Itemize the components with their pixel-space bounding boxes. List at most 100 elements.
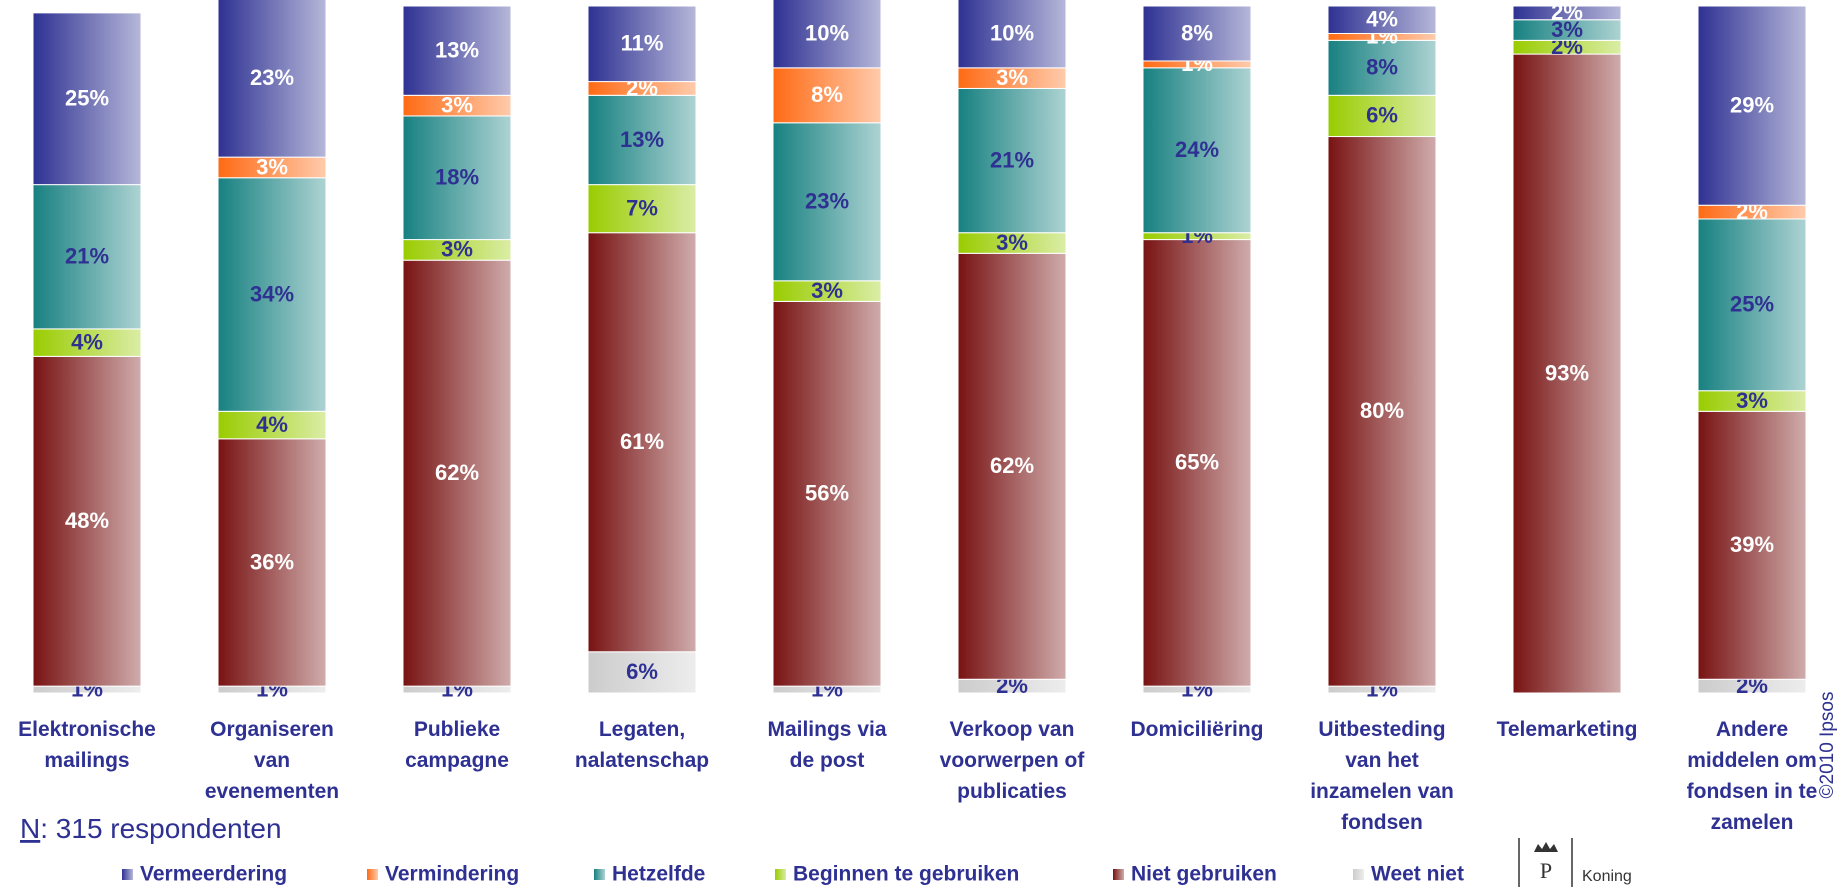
note-label: N (20, 813, 40, 844)
bar-segment (1697, 218, 1807, 392)
data-label: 21% (65, 244, 109, 269)
legend-swatch (594, 869, 605, 880)
legend-label: Hetzelfde (612, 863, 705, 886)
data-label: 21% (990, 147, 1034, 172)
bar-segment (957, 252, 1067, 680)
logo: P Koning (1518, 838, 1632, 887)
data-label: 48% (65, 508, 109, 533)
bar-segment (587, 94, 697, 186)
data-label: 80% (1360, 398, 1404, 423)
data-label: 6% (1366, 103, 1398, 128)
bar-segment (1512, 5, 1622, 21)
data-label: 6% (626, 659, 658, 684)
x-tick-label: Verkoop van voorwerpen of publicaties (939, 718, 1085, 803)
x-tick-label: Domiciliëring (1130, 718, 1264, 741)
data-label: 3% (811, 278, 843, 303)
data-label: 25% (65, 86, 109, 111)
bar-segment (217, 177, 327, 412)
bar-segment (1327, 5, 1437, 34)
x-tick-label: Mailings via de post (767, 718, 887, 772)
legend-swatch (1113, 869, 1124, 880)
bar-segment (1142, 5, 1252, 62)
data-label: 7% (626, 195, 658, 220)
bar-segment (1327, 94, 1437, 138)
x-tick-label: Organiseren van evenementen (204, 718, 340, 803)
bar-segment (32, 355, 142, 687)
x-tick-label: Publieke campagne (405, 718, 509, 772)
data-label: 8% (1366, 55, 1398, 80)
legend-swatch (1353, 869, 1364, 880)
data-label: 3% (996, 65, 1028, 90)
bar-segment (217, 438, 327, 687)
x-tick-label: Uitbesteding van het inzamelen van fonds… (1310, 718, 1454, 834)
data-label: 3% (1736, 388, 1768, 413)
logo-crown (1534, 842, 1558, 852)
data-label: 4% (1366, 7, 1398, 32)
logo-text: Koning (1582, 868, 1632, 885)
bar-segment (772, 300, 882, 687)
bar-segment (1327, 39, 1437, 96)
bar-segment (772, 0, 882, 69)
bar-segment (1327, 136, 1437, 687)
data-label: 61% (620, 429, 664, 454)
data-label: 23% (805, 189, 849, 214)
legend-swatch (122, 869, 133, 880)
data-label: 56% (805, 481, 849, 506)
data-label: 8% (811, 82, 843, 107)
bar-segment (587, 232, 697, 653)
data-label: 10% (990, 20, 1034, 45)
data-label: 24% (1175, 137, 1219, 162)
bar-segment (957, 0, 1067, 69)
data-label: 25% (1730, 292, 1774, 317)
bar-segment (772, 67, 882, 124)
legend-label: Niet gebruiken (1131, 863, 1277, 886)
note: N: 315 respondenten (20, 813, 282, 844)
bar-segment (1697, 410, 1807, 680)
legend-label: Weet niet (1371, 863, 1464, 886)
data-label: 29% (1730, 92, 1774, 117)
legend-label: Beginnen te gebruiken (793, 863, 1019, 886)
data-label: 3% (1551, 17, 1583, 42)
data-label: 3% (441, 92, 473, 117)
data-label: 3% (996, 230, 1028, 255)
bar-segment (772, 122, 882, 282)
bar-segment (587, 651, 697, 694)
data-label: 34% (250, 281, 294, 306)
data-label: 23% (250, 65, 294, 90)
logo-letter: P (1540, 858, 1552, 883)
data-label: 4% (71, 329, 103, 354)
legend-label: Vermindering (385, 863, 519, 886)
bar-segment (217, 0, 327, 158)
data-label: 11% (621, 31, 664, 56)
data-label: 13% (435, 37, 479, 62)
data-label: 39% (1730, 532, 1774, 557)
data-label: 93% (1545, 360, 1589, 385)
bar-segment (1142, 67, 1252, 234)
data-label: 13% (620, 127, 664, 152)
data-label: 8% (1181, 20, 1213, 45)
data-label: 3% (441, 237, 473, 262)
legend-label: Vermeerdering (140, 863, 287, 886)
bar-segment (1512, 53, 1622, 694)
data-label: 65% (1175, 450, 1219, 475)
bar-segment (402, 115, 512, 241)
bar-segment (1697, 5, 1807, 206)
x-tick-label: Andere middelen om fondsen in te zamelen (1686, 718, 1818, 834)
data-label: 3% (256, 154, 288, 179)
bar-segment (32, 12, 142, 186)
bar-segment (402, 5, 512, 96)
note-text: : 315 respondenten (40, 813, 281, 844)
bar-segment (587, 5, 697, 83)
bar-segment (217, 410, 327, 440)
data-label: 62% (435, 460, 479, 485)
x-tick-label: Elektronische mailings (18, 718, 156, 772)
data-label: 2% (1551, 0, 1583, 25)
bar-segment (1142, 239, 1252, 687)
bar-segment (957, 87, 1067, 234)
legend-swatch (367, 869, 378, 880)
x-tick-label: Telemarketing (1496, 718, 1638, 741)
x-tick-label: Legaten, nalatenschap (574, 718, 710, 772)
data-label: 36% (250, 549, 294, 574)
